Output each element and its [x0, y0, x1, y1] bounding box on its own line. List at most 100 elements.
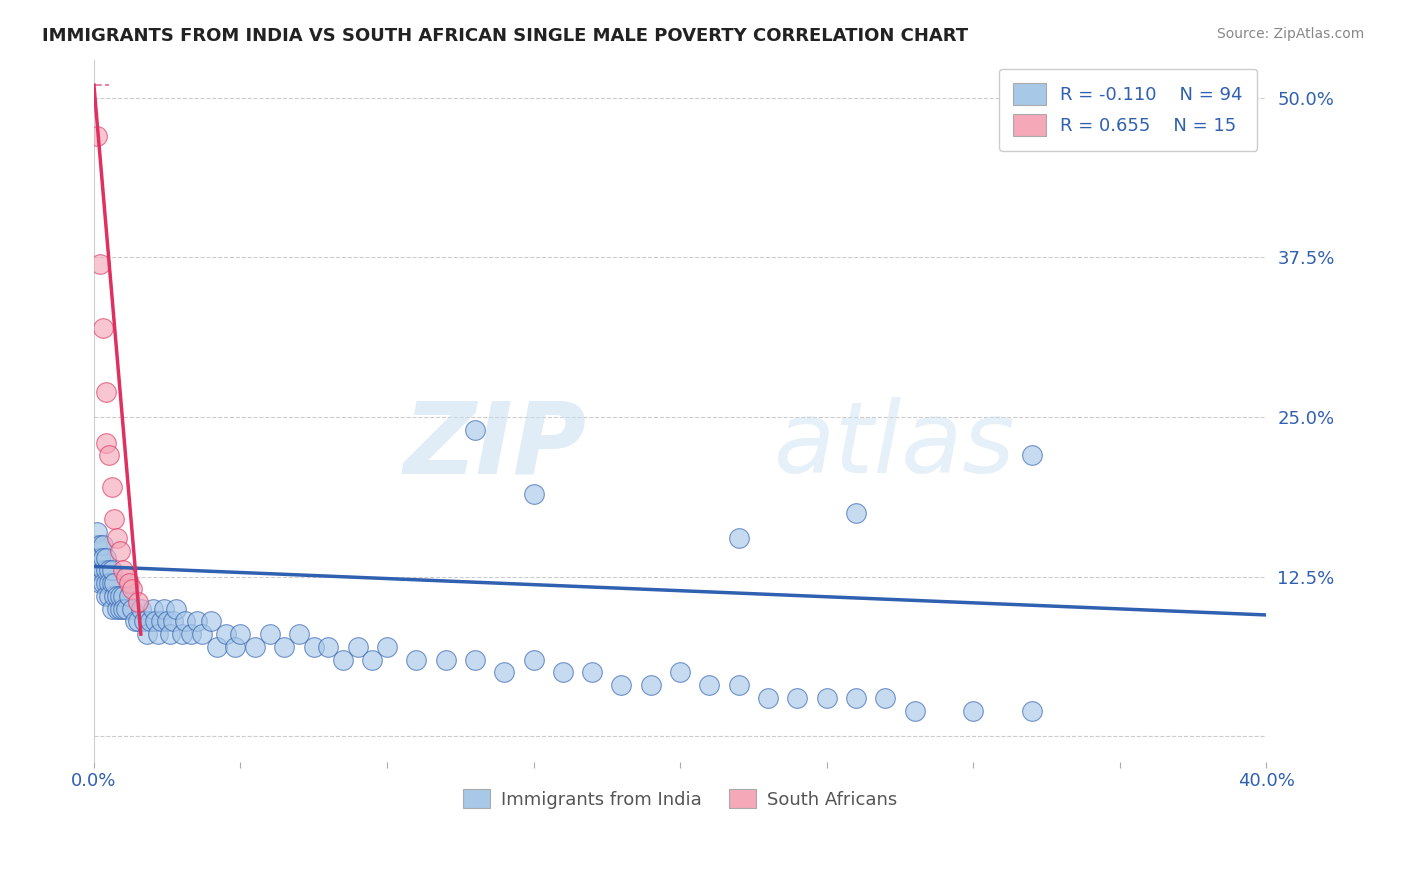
Immigrants from India — [97, 589, 120, 603]
Immigrants from India — [170, 627, 193, 641]
Immigrants from India — [464, 653, 486, 667]
Immigrants from India — [405, 653, 427, 667]
Immigrants from India — [86, 538, 108, 552]
Immigrants from India — [127, 615, 149, 629]
Immigrants from India — [112, 589, 135, 603]
Immigrants from India — [103, 576, 125, 591]
Immigrants from India — [1021, 449, 1043, 463]
Immigrants from India — [669, 665, 692, 680]
Immigrants from India — [756, 690, 779, 705]
South Africans — [115, 569, 138, 583]
Immigrants from India — [86, 550, 108, 565]
South Africans — [89, 257, 111, 271]
Immigrants from India — [105, 601, 128, 615]
Immigrants from India — [89, 563, 111, 577]
Immigrants from India — [86, 524, 108, 539]
South Africans — [97, 449, 120, 463]
Immigrants from India — [89, 538, 111, 552]
Immigrants from India — [112, 601, 135, 615]
Immigrants from India — [138, 615, 160, 629]
Immigrants from India — [205, 640, 228, 654]
Immigrants from India — [94, 589, 117, 603]
Immigrants from India — [91, 576, 114, 591]
Immigrants from India — [148, 627, 170, 641]
Immigrants from India — [200, 615, 222, 629]
Immigrants from India — [165, 601, 187, 615]
Immigrants from India — [273, 640, 295, 654]
Immigrants from India — [186, 615, 208, 629]
Immigrants from India — [100, 563, 122, 577]
Immigrants from India — [91, 538, 114, 552]
Immigrants from India — [110, 601, 132, 615]
Immigrants from India — [115, 601, 138, 615]
Immigrants from India — [162, 615, 184, 629]
Immigrants from India — [727, 532, 749, 546]
Immigrants from India — [89, 550, 111, 565]
South Africans — [91, 320, 114, 334]
Immigrants from India — [522, 653, 544, 667]
Immigrants from India — [141, 601, 163, 615]
South Africans — [112, 563, 135, 577]
Immigrants from India — [259, 627, 281, 641]
Text: Source: ZipAtlas.com: Source: ZipAtlas.com — [1216, 27, 1364, 41]
Immigrants from India — [845, 690, 868, 705]
Immigrants from India — [100, 576, 122, 591]
Immigrants from India — [610, 678, 633, 692]
Immigrants from India — [97, 563, 120, 577]
Immigrants from India — [815, 690, 838, 705]
Immigrants from India — [89, 550, 111, 565]
Immigrants from India — [94, 563, 117, 577]
South Africans — [94, 435, 117, 450]
Immigrants from India — [875, 690, 897, 705]
Immigrants from India — [903, 704, 925, 718]
Immigrants from India — [494, 665, 516, 680]
Immigrants from India — [699, 678, 721, 692]
Immigrants from India — [94, 576, 117, 591]
Text: IMMIGRANTS FROM INDIA VS SOUTH AFRICAN SINGLE MALE POVERTY CORRELATION CHART: IMMIGRANTS FROM INDIA VS SOUTH AFRICAN S… — [42, 27, 969, 45]
Immigrants from India — [224, 640, 246, 654]
Immigrants from India — [361, 653, 384, 667]
South Africans — [105, 532, 128, 546]
South Africans — [94, 384, 117, 399]
Immigrants from India — [118, 589, 141, 603]
Immigrants from India — [91, 550, 114, 565]
Immigrants from India — [124, 615, 146, 629]
Immigrants from India — [86, 563, 108, 577]
South Africans — [100, 480, 122, 494]
Immigrants from India — [243, 640, 266, 654]
Immigrants from India — [215, 627, 238, 641]
Immigrants from India — [110, 589, 132, 603]
Immigrants from India — [288, 627, 311, 641]
Immigrants from India — [132, 615, 155, 629]
Immigrants from India — [103, 589, 125, 603]
Legend: Immigrants from India, South Africans: Immigrants from India, South Africans — [456, 782, 904, 816]
Immigrants from India — [1021, 704, 1043, 718]
South Africans — [86, 129, 108, 144]
Immigrants from India — [173, 615, 195, 629]
Immigrants from India — [332, 653, 354, 667]
Immigrants from India — [464, 423, 486, 437]
South Africans — [110, 544, 132, 558]
Immigrants from India — [135, 627, 157, 641]
South Africans — [103, 512, 125, 526]
Immigrants from India — [191, 627, 214, 641]
Immigrants from India — [91, 563, 114, 577]
Immigrants from India — [150, 615, 173, 629]
Immigrants from India — [962, 704, 984, 718]
Immigrants from India — [581, 665, 603, 680]
Immigrants from India — [97, 576, 120, 591]
Immigrants from India — [318, 640, 340, 654]
South Africans — [121, 582, 143, 597]
Immigrants from India — [153, 601, 176, 615]
Text: atlas: atlas — [773, 397, 1015, 494]
Immigrants from India — [346, 640, 368, 654]
Immigrants from India — [86, 550, 108, 565]
South Africans — [127, 595, 149, 609]
Immigrants from India — [786, 690, 808, 705]
Immigrants from India — [551, 665, 574, 680]
Immigrants from India — [105, 589, 128, 603]
Immigrants from India — [159, 627, 181, 641]
Immigrants from India — [845, 506, 868, 520]
Immigrants from India — [121, 601, 143, 615]
Immigrants from India — [100, 601, 122, 615]
